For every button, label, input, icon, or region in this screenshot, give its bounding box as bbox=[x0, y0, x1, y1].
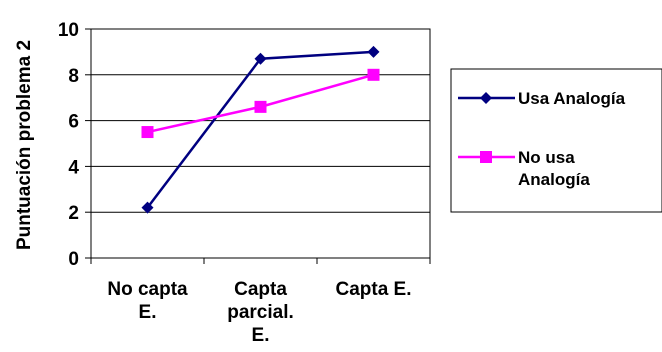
x-tick-label: No capta bbox=[107, 279, 188, 300]
y-tick-label: 6 bbox=[68, 112, 79, 133]
series-group bbox=[141, 45, 380, 214]
y-tick-label: 4 bbox=[68, 157, 79, 178]
y-tick-label: 8 bbox=[68, 66, 79, 87]
gridlines bbox=[91, 74, 430, 213]
axes bbox=[85, 28, 431, 264]
legend-item: No usa Analogía bbox=[458, 148, 590, 189]
series-1 bbox=[141, 45, 380, 214]
data-point-square bbox=[254, 100, 267, 113]
x-tick-label: Capta E. bbox=[335, 279, 411, 300]
y-tick-labels: 0 2 4 6 8 10 bbox=[58, 20, 80, 270]
data-point-square bbox=[480, 151, 492, 163]
x-tick-label: Capta bbox=[234, 279, 287, 300]
series-2 bbox=[141, 68, 380, 139]
data-point-diamond bbox=[254, 52, 267, 65]
legend-items: Usa Analogía No usa Analogía bbox=[458, 89, 626, 189]
legend: Usa Analogía No usa Analogía bbox=[450, 68, 662, 213]
x-tick-label: parcial. bbox=[227, 302, 294, 323]
y-tick-label: 2 bbox=[68, 203, 79, 224]
legend-item: Usa Analogía bbox=[458, 89, 626, 108]
plot-area-border bbox=[90, 28, 431, 259]
data-point-diamond bbox=[480, 92, 492, 104]
y-tick-label: 10 bbox=[58, 20, 79, 41]
legend-label: Usa Analogía bbox=[518, 89, 626, 108]
data-point-square bbox=[141, 126, 154, 139]
data-point-diamond bbox=[367, 45, 380, 58]
legend-label: No usa bbox=[518, 148, 575, 167]
x-tick-label: E. bbox=[139, 302, 157, 323]
x-tick-label: E. bbox=[252, 325, 270, 346]
y-tick-label: 0 bbox=[68, 249, 79, 270]
legend-label: Analogía bbox=[518, 170, 590, 189]
data-point-square bbox=[367, 68, 380, 81]
y-axis-label: Puntuación problema 2 bbox=[14, 40, 35, 250]
data-point-diamond bbox=[141, 201, 154, 214]
